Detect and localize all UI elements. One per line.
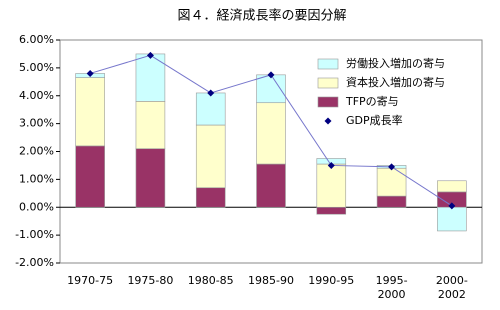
- bar: [316, 206, 347, 215]
- line-marker: [448, 202, 456, 210]
- line-marker: [207, 89, 215, 97]
- y-tick-label: -2.00%: [15, 256, 54, 269]
- y-tick-label: -1.00%: [15, 228, 54, 241]
- bar: [437, 206, 467, 232]
- y-tick-label: 4.00%: [19, 89, 54, 102]
- legend-swatch: [317, 58, 339, 70]
- x-tick-label: 1980-85: [188, 274, 234, 287]
- y-tick-label: 3.00%: [19, 117, 54, 130]
- line-marker: [267, 71, 275, 79]
- bar: [135, 53, 166, 102]
- legend-swatch: [317, 77, 339, 89]
- y-tick-label: 1.00%: [19, 172, 54, 185]
- y-tick-label: 2.00%: [19, 145, 54, 158]
- bar: [75, 77, 105, 147]
- bar: [135, 101, 166, 150]
- bar: [437, 180, 467, 193]
- bar: [256, 102, 286, 165]
- legend-swatch: [317, 96, 339, 108]
- bar: [376, 195, 407, 208]
- x-tick-label: 1995-2000: [376, 274, 408, 301]
- x-tick-label: 1970-75: [67, 274, 113, 287]
- x-tick-label: 1985-90: [248, 274, 294, 287]
- bar: [376, 167, 407, 197]
- line-marker: [388, 163, 396, 171]
- legend-label: GDP成長率: [346, 113, 403, 127]
- bar: [75, 145, 105, 208]
- legend-label: 労働投入増加の寄与: [346, 56, 445, 70]
- bar: [256, 74, 286, 104]
- x-tick-label: 1975-80: [127, 274, 173, 287]
- chart-title: 図４．経済成長率の要因分解: [177, 8, 346, 24]
- bar: [316, 163, 347, 208]
- legend-marker: [324, 117, 332, 125]
- line-marker: [327, 161, 335, 169]
- line-marker: [86, 69, 94, 77]
- x-tick-label: 1990-95: [308, 274, 354, 287]
- y-tick-label: 5.00%: [19, 61, 54, 74]
- bar: [135, 148, 166, 208]
- y-tick-label: 6.00%: [19, 33, 54, 46]
- line-marker: [146, 51, 154, 59]
- y-tick-label: 0.00%: [19, 200, 54, 213]
- bar: [195, 187, 226, 208]
- x-tick-label: 2000-2002: [436, 274, 468, 301]
- legend-label: 資本投入増加の寄与: [346, 75, 445, 89]
- bar: [195, 92, 226, 126]
- bar: [256, 163, 286, 208]
- legend-label: TFPの寄与: [345, 94, 399, 108]
- bar: [195, 124, 226, 189]
